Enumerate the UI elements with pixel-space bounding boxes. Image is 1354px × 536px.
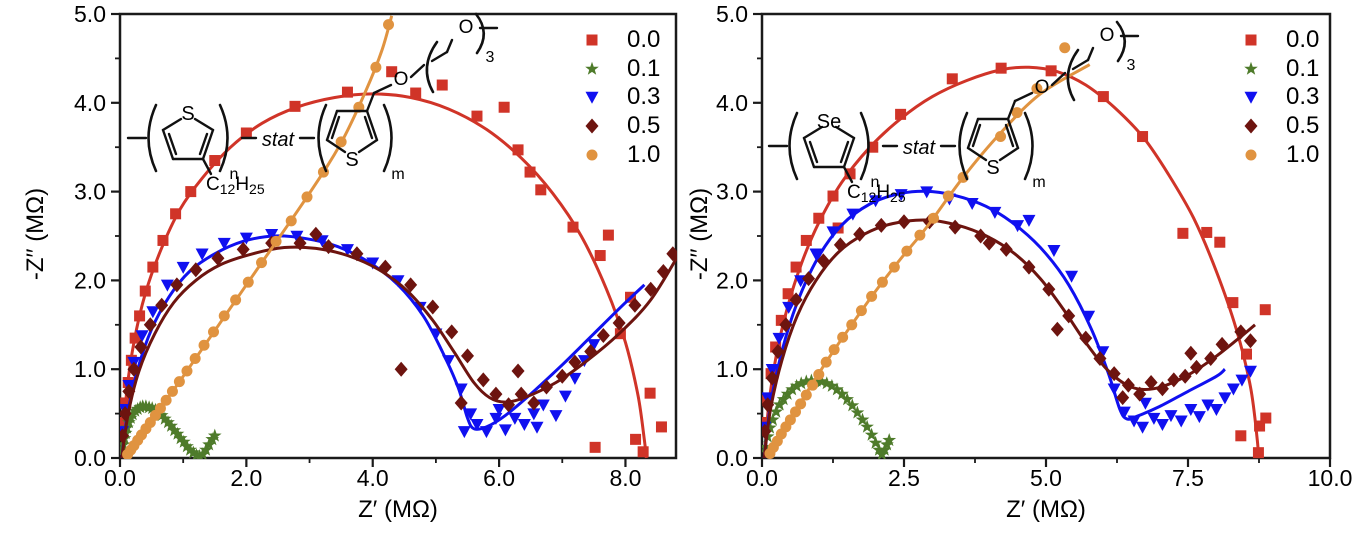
legend-marker-star-icon <box>585 61 599 75</box>
peg-repeat-3: 3 <box>1127 57 1136 74</box>
legend-label: 0.1 <box>627 54 661 82</box>
legend-label: 0.1 <box>1286 54 1320 82</box>
series-0.5 <box>762 214 1257 459</box>
legend-marker-square-icon <box>586 34 598 46</box>
alkyl-chain-label: C12H25 <box>847 182 906 205</box>
legend-marker-triangle-down-icon <box>1244 92 1258 105</box>
series-0.3 <box>762 186 1257 459</box>
y-tick-label: 0.0 <box>74 445 106 471</box>
peg-repeat-3: 3 <box>486 49 495 66</box>
x-tick-label: 2.0 <box>230 465 262 491</box>
x-tick-label: 8.0 <box>609 465 641 491</box>
ether-oxygen: O <box>1035 77 1050 98</box>
x-tick-label: 2.5 <box>888 465 920 491</box>
y-tick-label: 5.0 <box>74 1 106 27</box>
peg-oxygen: O <box>1100 25 1115 46</box>
ring2-heteroatom: S <box>986 157 999 179</box>
y-tick-label: 1.0 <box>716 356 748 382</box>
axis-ticks: 0.0 2.0 4.0 6.0 8.0 0.0 1.0 2.0 3.0 4.0 5.0 <box>74 1 641 491</box>
legend-marker-diamond-icon <box>585 118 599 134</box>
ring1-heteroatom: Se <box>817 111 841 133</box>
legend-item-0.1: 0.1 <box>579 55 660 84</box>
x-tick-label: 10.0 <box>1308 465 1353 491</box>
plot-left: 0.0 2.0 4.0 6.0 8.0 0.0 1.0 2.0 3.0 4.0 5.0 S Sn stat… <box>74 1 678 491</box>
alkyl-chain-label: C12H25 <box>206 174 265 197</box>
left-x-axis-label: Z′ (MΩ) <box>358 496 438 523</box>
legend-label: 0.5 <box>1286 112 1320 140</box>
legend-marker-star-icon <box>1244 61 1258 75</box>
fit-line <box>762 189 1226 459</box>
stat-label: stat <box>903 137 937 159</box>
series-0.1 <box>762 373 897 459</box>
x-tick-label: 5.0 <box>1030 465 1062 491</box>
legend-label: 1.0 <box>627 140 661 168</box>
y-tick-label: 3.0 <box>74 179 106 205</box>
ring1-heteroatom: S <box>181 103 194 125</box>
y-tick-label: 3.0 <box>716 179 748 205</box>
x-tick-label: 6.0 <box>483 465 515 491</box>
legend-label: 0.3 <box>1286 83 1320 111</box>
y-tick-label: 4.0 <box>74 90 106 116</box>
y-tick-label: 4.0 <box>716 90 748 116</box>
legend-item-0.5: 0.5 <box>579 112 660 141</box>
y-tick-label: 5.0 <box>716 1 748 27</box>
y-tick-label: 1.0 <box>74 356 106 382</box>
repeat-n: n <box>871 174 880 191</box>
legend-item-0.5: 0.5 <box>1238 112 1319 141</box>
peg-oxygen: O <box>459 17 474 38</box>
ether-oxygen: O <box>394 69 409 90</box>
plot-right: 0.0 2.5 5.0 7.5 10.0 0.0 1.0 2.0 3.0 4.0 5.0 Se Sn st… <box>716 1 1352 491</box>
legend-marker-circle-icon <box>586 149 598 161</box>
right-x-axis-label: Z′ (MΩ) <box>1006 496 1086 523</box>
left-y-axis-label: -Z′′ (MΩ) <box>22 187 49 281</box>
legend-label: 0.0 <box>1286 26 1320 54</box>
x-tick-label: 0.0 <box>746 465 778 491</box>
x-tick-label: 4.0 <box>357 465 389 491</box>
right-legend: 0.0 0.1 0.3 0.5 1.0 <box>1238 26 1319 169</box>
repeat-n: n <box>230 166 239 183</box>
legend-marker-circle-icon <box>1245 149 1257 161</box>
repeat-m: m <box>1032 174 1045 191</box>
x-tick-label: 0.0 <box>104 465 136 491</box>
y-tick-label: 2.0 <box>716 267 748 293</box>
legend-label: 0.0 <box>627 26 661 54</box>
axis-ticks: 0.0 2.5 5.0 7.5 10.0 0.0 1.0 2.0 3.0 4.0 5.0 <box>716 1 1352 491</box>
left-legend: 0.0 0.1 0.3 0.5 1.0 <box>579 26 660 169</box>
repeat-m: m <box>391 166 404 183</box>
legend-item-1.0: 1.0 <box>579 140 660 169</box>
x-tick-label: 7.5 <box>1172 465 1204 491</box>
legend-label: 0.3 <box>627 83 661 111</box>
legend-marker-square-icon <box>1245 34 1257 46</box>
fit-line <box>120 245 677 459</box>
series-1.0 <box>764 42 1091 459</box>
legend-item-0.1: 0.1 <box>1238 55 1319 84</box>
legend-item-0.0: 0.0 <box>1238 26 1319 55</box>
stat-label: stat <box>262 129 296 151</box>
fit-line <box>762 218 1256 459</box>
right-y-axis-label: -Z′′ (MΩ) <box>686 187 713 281</box>
legend-label: 1.0 <box>1286 140 1320 168</box>
legend-marker-diamond-icon <box>1244 118 1258 134</box>
y-tick-label: 0.0 <box>716 445 748 471</box>
legend-item-0.0: 0.0 <box>579 26 660 55</box>
legend-item-0.3: 0.3 <box>579 83 660 112</box>
series-0.5 <box>120 226 677 459</box>
legend-marker-triangle-down-icon <box>585 92 599 105</box>
y-tick-label: 2.0 <box>74 267 106 293</box>
ring2-heteroatom: S <box>345 149 358 171</box>
legend-item-0.3: 0.3 <box>1238 83 1319 112</box>
series-1.0 <box>122 15 395 459</box>
legend-item-1.0: 1.0 <box>1238 140 1319 169</box>
legend-label: 0.5 <box>627 112 661 140</box>
